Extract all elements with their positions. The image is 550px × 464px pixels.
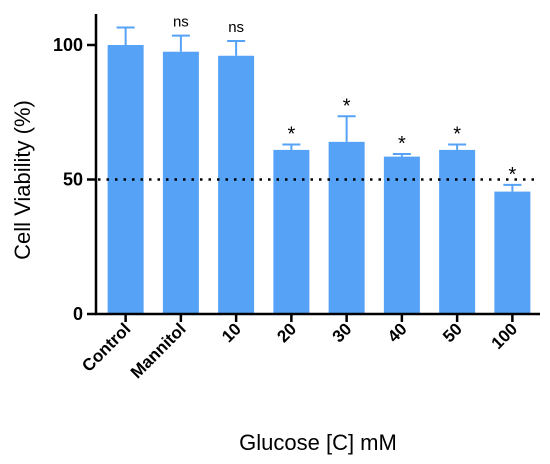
y-tick-label-0: 0 [73, 304, 83, 324]
y-axis-title: Cell Viability (%) [10, 100, 35, 260]
x-tick-label-40: 40 [384, 319, 411, 346]
bar-10 [218, 55, 255, 314]
annotation-30: * [343, 95, 351, 117]
bar-20 [273, 149, 310, 314]
x-tick-label-10: 10 [218, 319, 245, 346]
bar-Mannitol [162, 51, 199, 314]
significance-annotations-layer: ns ns * * * * * [173, 14, 517, 186]
bars-layer [107, 45, 531, 314]
bar-50 [439, 149, 476, 314]
annotation-20: * [287, 124, 295, 146]
x-tick-label-Control: Control [78, 319, 134, 375]
y-tick-label-100: 100 [53, 35, 83, 55]
error-bars-layer [116, 26, 522, 192]
annotation-Mannitol: ns [173, 14, 189, 31]
x-tick-label-50: 50 [439, 319, 466, 346]
x-tick-label-Mannitol: Mannitol [127, 319, 190, 382]
annotation-50: * [453, 124, 461, 146]
annotation-10: ns [228, 19, 244, 36]
x-axis-title: Glucose [C] mM [239, 430, 397, 455]
annotation-40: * [398, 133, 406, 155]
annotation-100: * [508, 164, 516, 186]
x-tick-label-20: 20 [273, 319, 300, 346]
x-tick-label-30: 30 [329, 319, 356, 346]
bar-30 [328, 141, 365, 314]
bar-40 [383, 156, 420, 314]
x-tick-label-100: 100 [488, 319, 521, 352]
bar-100 [494, 191, 531, 314]
y-ticks-layer: 0 50 100 [53, 35, 96, 324]
y-tick-label-50: 50 [63, 170, 83, 190]
